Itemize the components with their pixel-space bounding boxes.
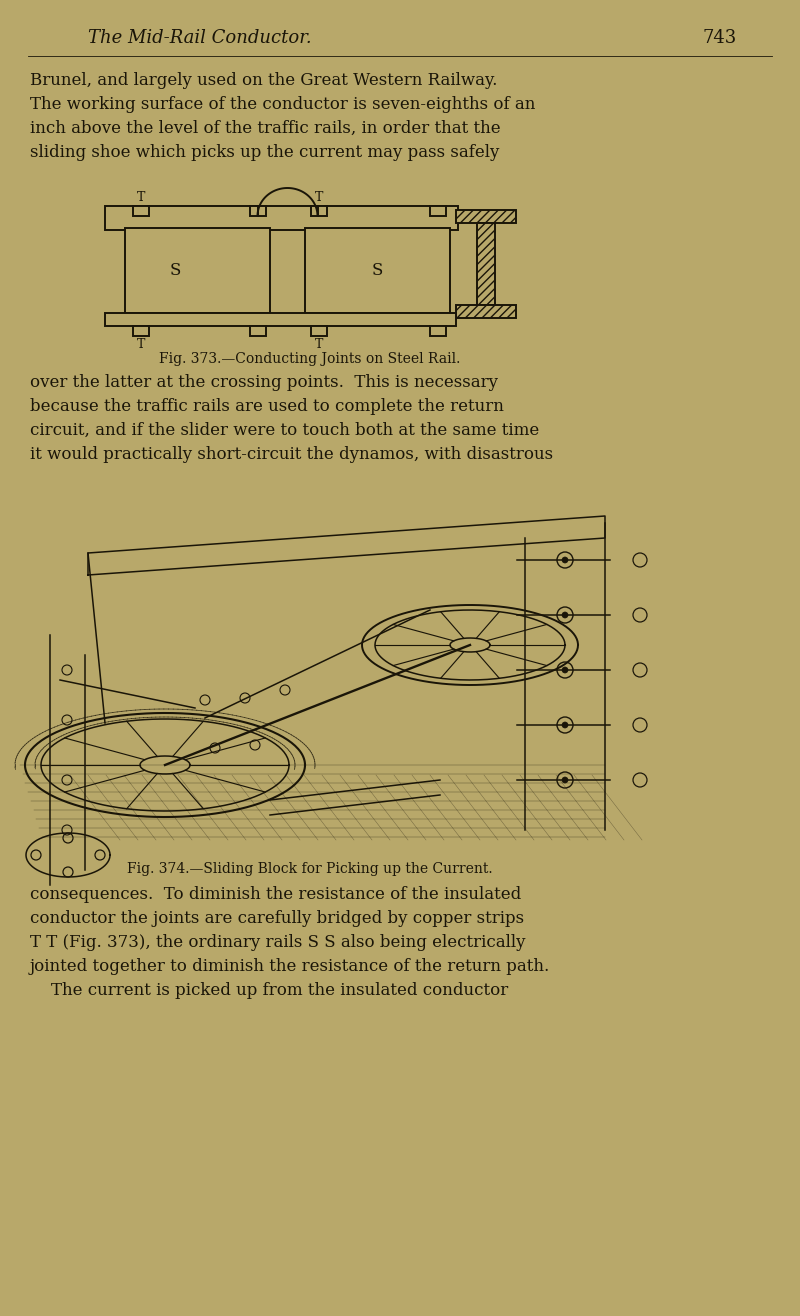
Bar <box>105 313 456 326</box>
Bar <box>105 207 458 230</box>
Bar <box>250 207 266 216</box>
Text: circuit, and if the slider were to touch both at the same time: circuit, and if the slider were to touch… <box>30 422 539 440</box>
Text: inch above the level of the traffic rails, in order that the: inch above the level of the traffic rail… <box>30 120 501 137</box>
Text: Fig. 374.—Sliding Block for Picking up the Current.: Fig. 374.—Sliding Block for Picking up t… <box>127 862 493 876</box>
Text: The Mid-Rail Conductor.: The Mid-Rail Conductor. <box>88 29 312 47</box>
Text: conductor the joints are carefully bridged by copper strips: conductor the joints are carefully bridg… <box>30 909 524 926</box>
Text: because the traffic rails are used to complete the return: because the traffic rails are used to co… <box>30 397 504 415</box>
Text: jointed together to diminish the resistance of the return path.: jointed together to diminish the resista… <box>30 958 550 975</box>
Text: T: T <box>315 338 323 351</box>
Text: sliding shoe which picks up the current may pass safely: sliding shoe which picks up the current … <box>30 143 499 161</box>
Bar <box>133 207 149 216</box>
Bar <box>250 326 266 336</box>
Text: T T (Fig. 373), the ordinary rails S S also being electrically: T T (Fig. 373), the ordinary rails S S a… <box>30 934 526 951</box>
Text: Fig. 373.—Conducting Joints on Steel Rail.: Fig. 373.—Conducting Joints on Steel Rai… <box>159 351 461 366</box>
Bar <box>456 305 516 318</box>
Text: S: S <box>372 262 383 279</box>
Text: The current is picked up from the insulated conductor: The current is picked up from the insula… <box>30 982 508 999</box>
Bar <box>311 207 327 216</box>
Text: 743: 743 <box>703 29 737 47</box>
Bar <box>311 326 327 336</box>
Text: T: T <box>315 191 323 204</box>
Circle shape <box>562 776 568 783</box>
Text: T: T <box>137 338 145 351</box>
Bar <box>133 326 149 336</box>
Circle shape <box>562 667 568 672</box>
Circle shape <box>562 557 568 563</box>
Circle shape <box>562 722 568 728</box>
Text: it would practically short-circuit the dynamos, with disastrous: it would practically short-circuit the d… <box>30 446 553 463</box>
Bar <box>305 228 450 313</box>
Bar <box>430 207 446 216</box>
Circle shape <box>562 612 568 619</box>
Text: S: S <box>170 262 182 279</box>
Text: Brunel, and largely used on the Great Western Railway.: Brunel, and largely used on the Great We… <box>30 72 498 89</box>
Text: over the latter at the crossing points.  This is necessary: over the latter at the crossing points. … <box>30 374 498 391</box>
Bar <box>430 326 446 336</box>
Text: T: T <box>137 191 145 204</box>
Bar <box>477 222 495 305</box>
Bar <box>456 211 516 222</box>
Text: The working surface of the conductor is seven-eighths of an: The working surface of the conductor is … <box>30 96 535 113</box>
Bar <box>125 228 270 313</box>
Text: consequences.  To diminish the resistance of the insulated: consequences. To diminish the resistance… <box>30 886 522 903</box>
